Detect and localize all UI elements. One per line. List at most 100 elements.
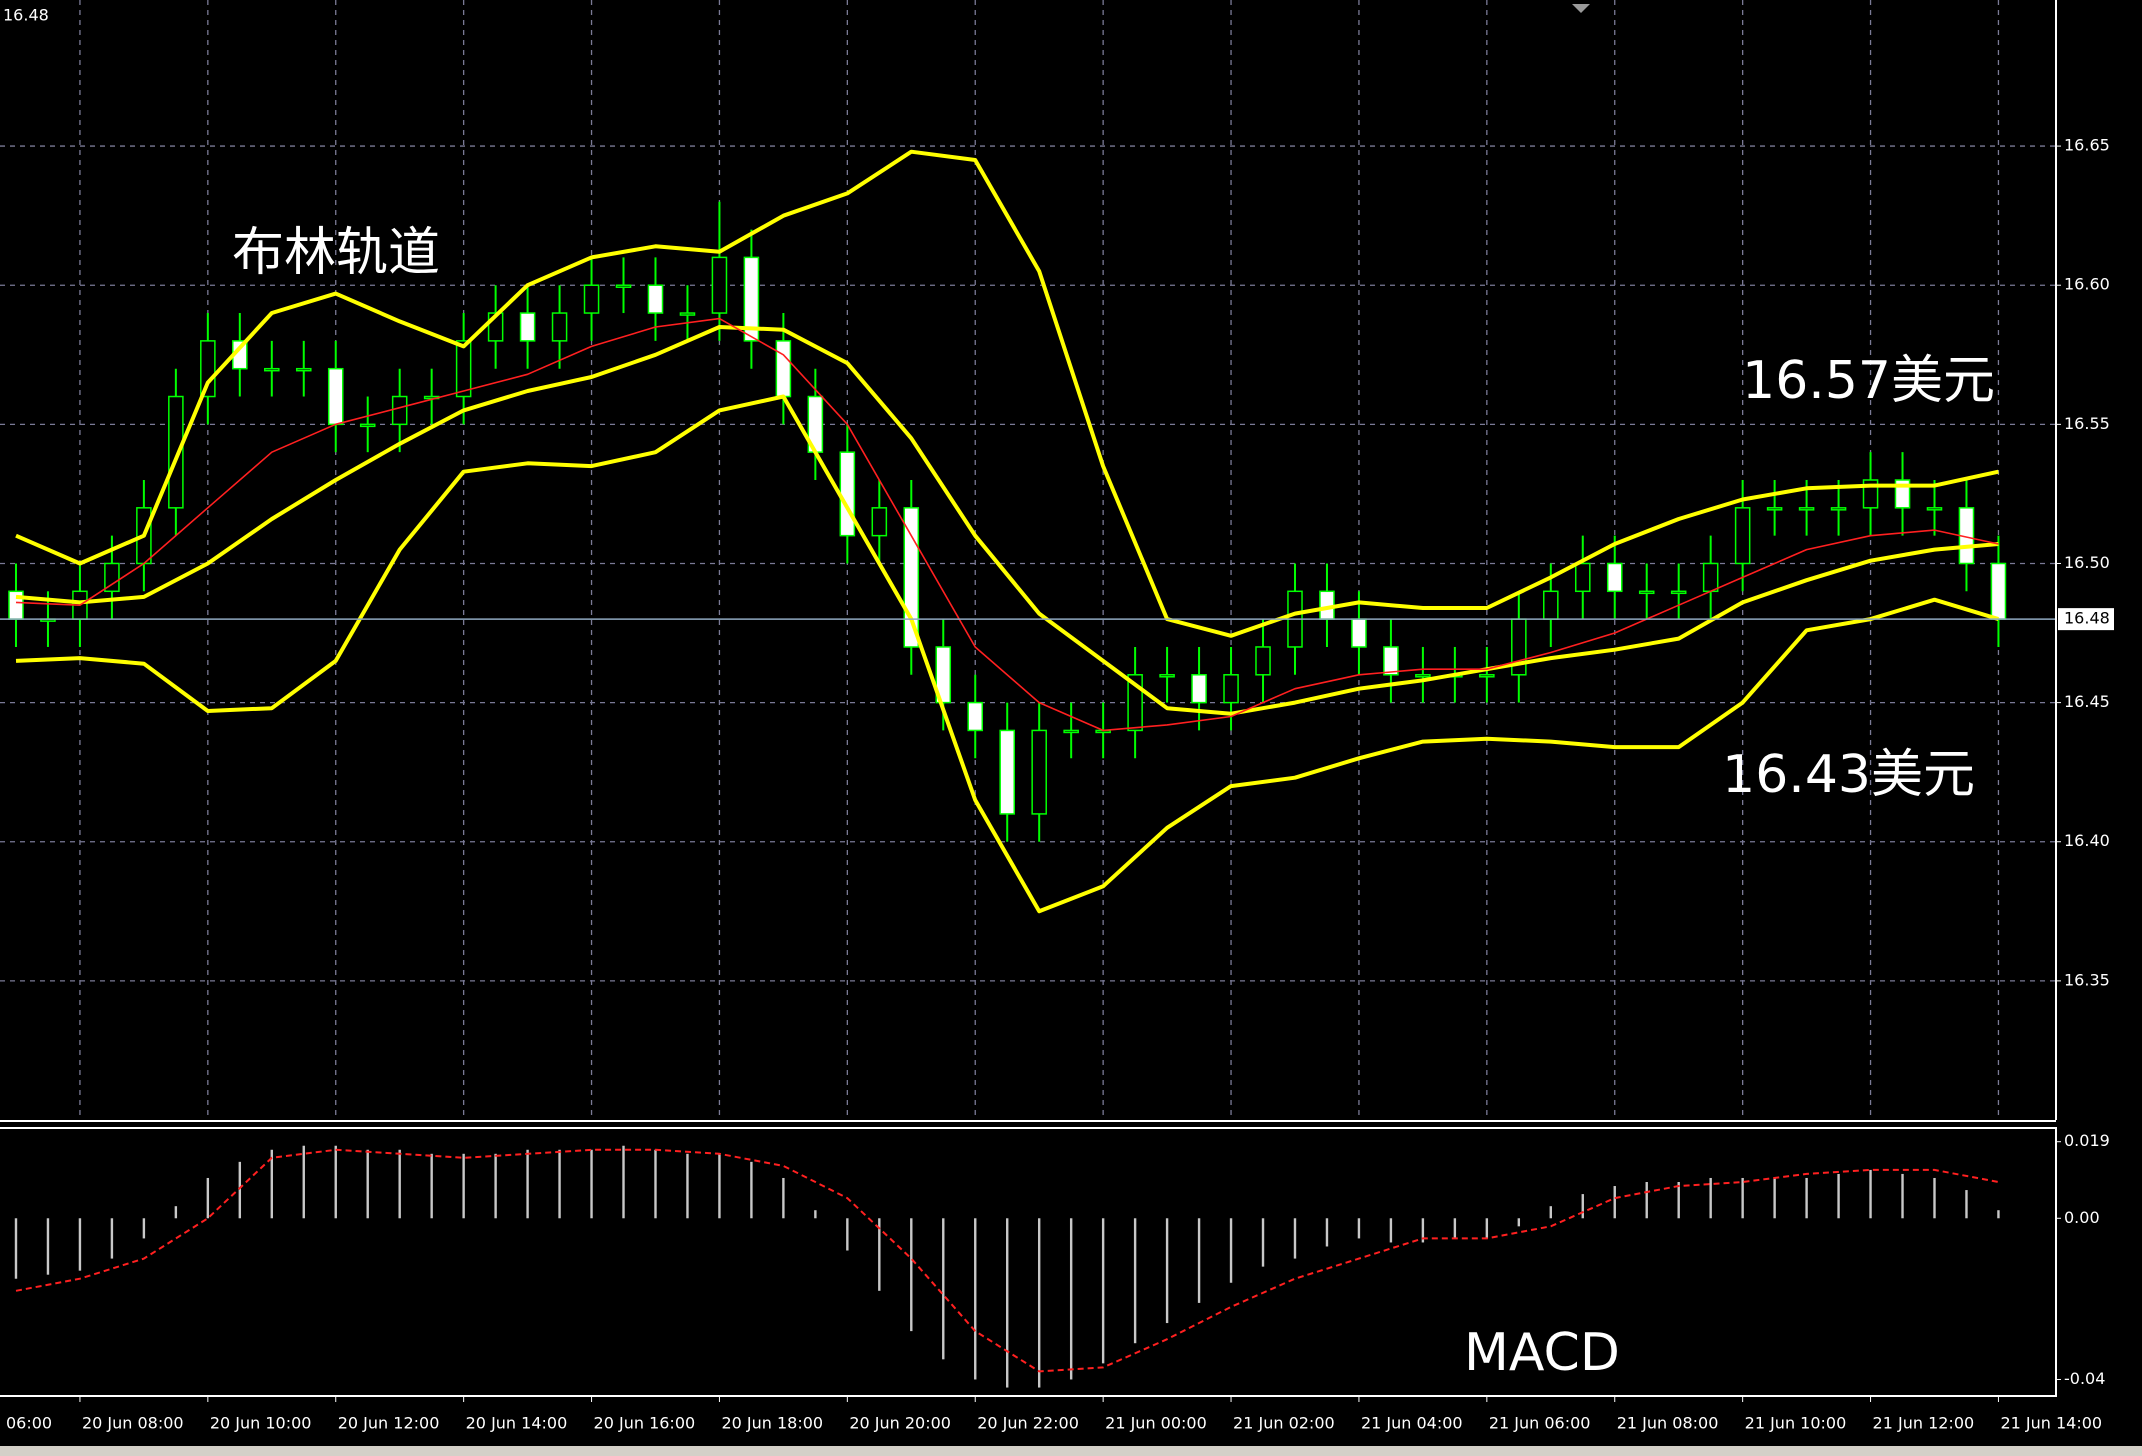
- macd-bar: [1165, 1218, 1169, 1324]
- macd-bar: [398, 1149, 401, 1219]
- macd-panel: [14, 1145, 2000, 1388]
- candle-body: [1670, 590, 1687, 595]
- macd-bar: [1997, 1210, 2000, 1219]
- current-price-label: 16.48: [2064, 609, 2110, 628]
- macd-bar: [1613, 1186, 1616, 1219]
- bollinger-band: [15, 325, 1999, 716]
- y-tick-label: -0.04: [2064, 1369, 2105, 1388]
- macd-bar: [1229, 1218, 1233, 1283]
- annotation: 16.43美元: [1722, 745, 1975, 805]
- macd-bar: [846, 1218, 849, 1251]
- macd-bar: [1069, 1218, 1073, 1380]
- x-tick-label: 20 Jun 22:00: [977, 1414, 1079, 1433]
- macd-bar: [1741, 1177, 1744, 1219]
- macd-bar: [142, 1218, 146, 1239]
- x-tick-label: 21 Jun 12:00: [1873, 1414, 1975, 1433]
- candle-body: [1830, 507, 1847, 511]
- macd-bar: [206, 1177, 210, 1219]
- macd-bar: [782, 1177, 785, 1219]
- x-tick-label: 20 Jun 18:00: [721, 1414, 823, 1433]
- candle-body: [1543, 590, 1559, 620]
- macd-bar: [1389, 1218, 1393, 1243]
- candle-body: [1159, 674, 1175, 678]
- candle-body: [999, 729, 1016, 815]
- annotation: 布林轨道: [232, 223, 440, 283]
- candle-body: [775, 340, 792, 398]
- candle-body: [264, 367, 280, 372]
- candle-body: [839, 451, 856, 537]
- bollinger-band: [15, 394, 1999, 914]
- candle-body: [1191, 674, 1207, 704]
- candle-body: [1798, 507, 1815, 511]
- candle-body: [519, 312, 536, 342]
- candle-body: [551, 312, 568, 342]
- candle-body: [1606, 562, 1623, 593]
- candle-body: [1990, 562, 2007, 620]
- x-tick-label: 20 Jun 16:00: [594, 1414, 696, 1433]
- candle-body: [1255, 646, 1271, 676]
- macd-bar: [302, 1145, 305, 1219]
- bollinger-band: [15, 149, 1999, 638]
- y-tick-label: 16.55: [2064, 414, 2110, 433]
- y-tick-label: 16.65: [2064, 136, 2110, 155]
- candle-body: [1063, 729, 1079, 734]
- candle-body: [1734, 507, 1751, 565]
- candle-body: [583, 284, 600, 314]
- macd-bar: [1325, 1218, 1329, 1247]
- candle-body: [1702, 562, 1719, 593]
- x-tick-label: 20 Jun 08:00: [82, 1414, 184, 1433]
- macd-bar: [14, 1218, 18, 1279]
- macd-signal: [15, 1148, 1999, 1373]
- macd-bar: [494, 1153, 497, 1219]
- candle-body: [615, 284, 632, 288]
- candle-body: [295, 367, 312, 372]
- candle-body: [200, 340, 216, 398]
- macd-bar: [174, 1206, 178, 1219]
- macd-bar: [686, 1153, 689, 1219]
- macd-bar: [1805, 1177, 1808, 1219]
- macd-bar: [558, 1149, 561, 1219]
- macd-panel-border: [0, 1127, 2057, 1397]
- candle-body: [104, 562, 120, 593]
- y-tick-label: 16.45: [2064, 692, 2110, 711]
- candle-body: [743, 256, 760, 342]
- shift-marker: [1572, 4, 1590, 13]
- candle-body: [168, 395, 184, 509]
- candle-body: [1383, 646, 1399, 676]
- candle-body: [967, 701, 984, 732]
- macd-bar: [526, 1149, 529, 1219]
- candle-body: [647, 284, 664, 314]
- candle-body: [1223, 674, 1239, 704]
- macd-bar: [1197, 1218, 1201, 1303]
- macd-bar: [910, 1218, 913, 1332]
- x-tick-label: 21 Jun 00:00: [1105, 1414, 1207, 1433]
- macd-bar: [1261, 1218, 1265, 1267]
- macd-bar: [1869, 1169, 1872, 1219]
- macd-bar: [1101, 1218, 1105, 1364]
- x-tick-label: 20 Jun 12:00: [338, 1414, 440, 1433]
- candle-body: [1766, 507, 1783, 511]
- y-tick-label: 16.50: [2064, 553, 2110, 572]
- macd-bar: [590, 1149, 593, 1219]
- macd-bar: [814, 1210, 817, 1219]
- annotation: MACD: [1464, 1323, 1620, 1383]
- macd-bar: [1517, 1218, 1521, 1227]
- price-panel: [0, 0, 2056, 1120]
- macd-bar: [1006, 1218, 1009, 1388]
- macd-bar: [1581, 1194, 1584, 1219]
- macd-bar: [1293, 1218, 1297, 1259]
- x-tick-label: 21 Jun 08:00: [1617, 1414, 1719, 1433]
- y-tick-label: 16.60: [2064, 275, 2110, 294]
- candle-body: [1574, 562, 1591, 593]
- macd-bar: [334, 1145, 337, 1219]
- tab-bar: [0, 1446, 2142, 1456]
- moving-average: [15, 317, 1999, 732]
- macd-bar: [750, 1161, 753, 1219]
- y-tick-label: 0.019: [2064, 1131, 2110, 1150]
- macd-bar: [270, 1149, 273, 1219]
- candle-body: [871, 507, 888, 537]
- candle-body: [935, 646, 952, 704]
- macd-bar: [1357, 1218, 1361, 1239]
- x-tick-label: 20 Jun 14:00: [466, 1414, 568, 1433]
